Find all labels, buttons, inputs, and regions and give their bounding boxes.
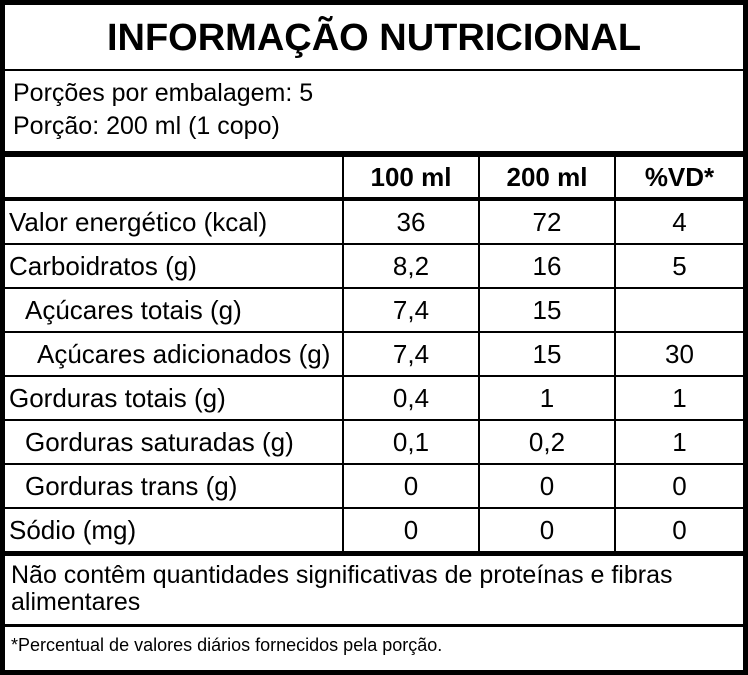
column-header: %VD* [614,157,743,201]
table-body: 100 ml 200 ml %VD* Valor energético (kca… [5,157,743,556]
nutrient-row: Carboidratos (g) 8,2 16 5 [5,244,743,289]
nutrient-value: 0,4 [342,376,479,421]
servings-per-package: Porções por embalagem: 5 [13,79,314,107]
nutrient-name: Carboidratos (g) [5,244,343,289]
nutrient-value: 0,1 [342,420,479,465]
title: INFORMAÇÃO NUTRICIONAL [5,5,743,71]
column-header: 100 ml [342,157,479,201]
nutrient-name: Valor energético (kcal) [5,199,343,245]
nutrient-value: 4 [614,199,743,245]
column-header: 200 ml [478,157,615,201]
nutrition-table: 100 ml 200 ml %VD* Valor energético (kca… [5,157,743,556]
nutrient-name: Açúcares totais (g) [5,288,343,333]
nutrient-value: 7,4 [342,332,479,377]
footnote: *Percentual de valores diários fornecido… [11,635,443,655]
nutrient-row: Açúcares totais (g) 7,4 15 [5,288,743,333]
nutrient-value: 1 [478,376,615,421]
nutrient-name: Gorduras totais (g) [5,376,343,421]
nutrient-name: Sódio (mg) [5,508,343,556]
nutrient-value: 8,2 [342,244,479,289]
nutrient-value: 0 [478,508,615,556]
nutrient-value: 36 [342,199,479,245]
nutrient-row: Valor energético (kcal) 36 72 4 [5,199,743,245]
nutrient-value: 15 [478,332,615,377]
nutrient-row: Gorduras totais (g) 0,4 1 1 [5,376,743,421]
nutrient-name: Gorduras saturadas (g) [5,420,343,465]
header-row: 100 ml 200 ml %VD* [5,157,743,201]
nutrient-value: 5 [614,244,743,289]
nutrient-value: 0,2 [478,420,615,465]
empty-header [5,157,343,201]
nutrient-name: Açúcares adicionados (g) [5,332,343,377]
nutrient-name: Gorduras trans (g) [5,464,343,509]
nutrient-value: 0 [342,508,479,556]
nutrient-value: 30 [614,332,743,377]
nutrient-value: 15 [478,288,615,333]
servings: Porções por embalagem: 5 Porção: 200 ml … [5,71,743,157]
nutrient-value: 16 [478,244,615,289]
nutrient-row: Gorduras trans (g) 0 0 0 [5,464,743,509]
nutrient-value: 0 [478,464,615,509]
nutrient-value: 1 [614,376,743,421]
nutrient-row: Gorduras saturadas (g) 0,1 0,2 1 [5,420,743,465]
nutrient-row: Sódio (mg) 0 0 0 [5,508,743,556]
nutrient-row: Açúcares adicionados (g) 7,4 15 30 [5,332,743,377]
note: Não contêm quantidades significativas de… [5,556,743,627]
nutrient-value [614,288,743,333]
nutrient-value: 0 [614,508,743,556]
nutrient-value: 7,4 [342,288,479,333]
nutrient-value: 72 [478,199,615,245]
nutrient-value: 0 [342,464,479,509]
nutrient-value: 0 [614,464,743,509]
nutrient-value: 1 [614,420,743,465]
serving-size: Porção: 200 ml (1 copo) [13,112,280,140]
